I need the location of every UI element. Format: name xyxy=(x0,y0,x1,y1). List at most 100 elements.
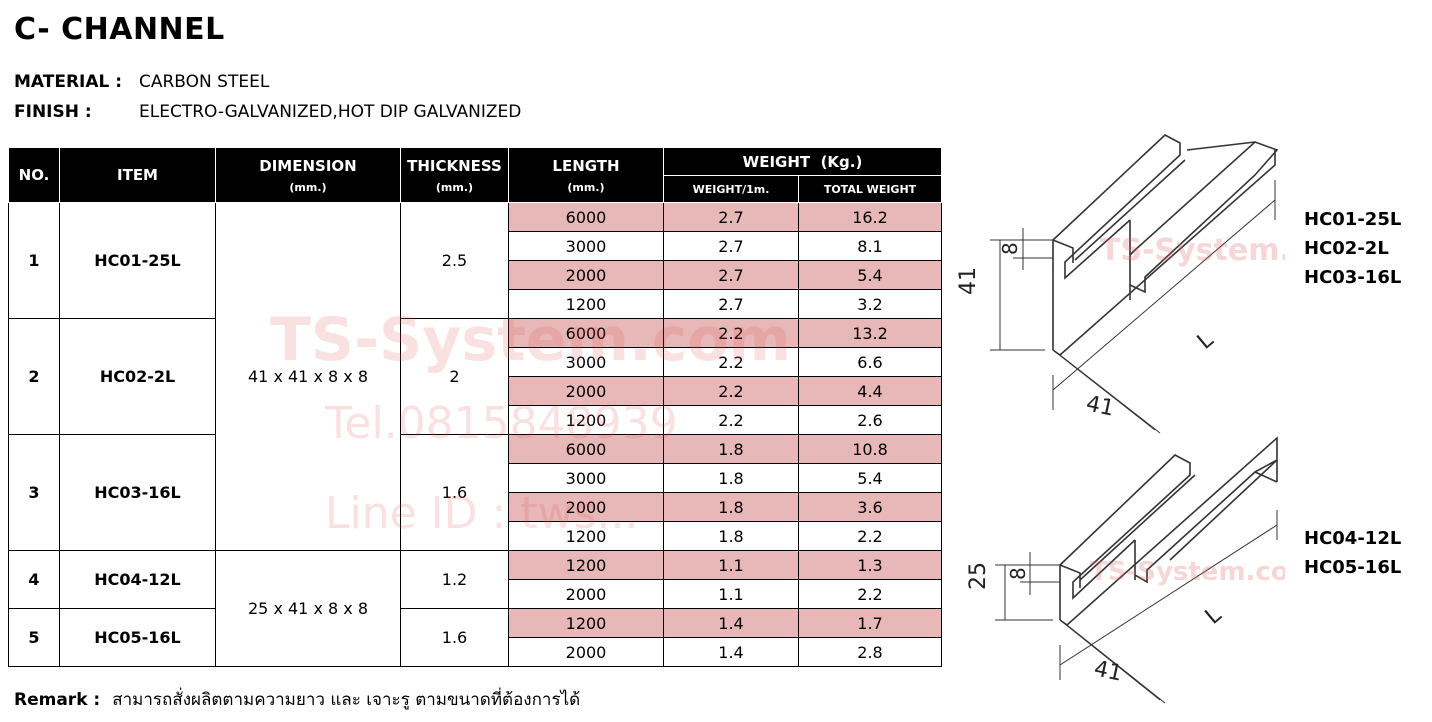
cell-weight-per-m: 1.8 xyxy=(663,434,799,464)
cell-length: 2000 xyxy=(508,376,664,406)
table-row: 3000 2.2 6.6 xyxy=(9,347,942,377)
cell-total-weight: 16.2 xyxy=(798,202,942,232)
header-length-label: LENGTH xyxy=(552,156,620,175)
code-label: HC01-25L xyxy=(1304,209,1402,230)
table-row: 5 HC05-16L 1.6 1200 1.4 1.7 xyxy=(8,608,942,667)
cell-length: 3000 xyxy=(508,231,664,261)
cell-total-weight: 5.4 xyxy=(798,260,942,290)
cell-length: 1200 xyxy=(508,289,664,319)
cell-item: HC02-2L xyxy=(59,318,216,435)
table-row: 3000 2.7 8.1 xyxy=(9,231,942,261)
cell-weight-per-m: 2.7 xyxy=(663,231,799,261)
channel-bottom-outline xyxy=(1059,436,1278,627)
table-row: 3 HC03-16L 1.6 6000 1.8 10.8 xyxy=(8,434,942,551)
code-label: HC04-12L xyxy=(1304,528,1402,549)
cell-total-weight: 3.6 xyxy=(798,492,942,522)
cell-length: 1200 xyxy=(508,405,664,435)
table-row: 1200 2.7 3.2 xyxy=(9,289,942,319)
drawing-watermark-top: TS-System.com xyxy=(1100,233,1285,268)
header-dimension: DIMENSION (mm.) xyxy=(215,147,401,203)
spec-table: NO. ITEM DIMENSION (mm.) THICKNESS (mm.)… xyxy=(8,147,942,667)
header-thickness: THICKNESS (mm.) xyxy=(400,147,509,203)
header-dimension-label: DIMENSION xyxy=(259,156,357,175)
table-row: 2000 2.2 4.4 xyxy=(9,376,942,406)
cell-total-weight: 2.6 xyxy=(798,405,942,435)
channel-bottom-dimensions xyxy=(995,510,1278,704)
cell-total-weight: 2.2 xyxy=(798,579,942,609)
finish-line: FINISH : ELECTRO-GALVANIZED,HOT DIP GALVA… xyxy=(14,102,521,122)
table-row: 2000 1.4 2.8 xyxy=(9,637,942,667)
cell-total-weight: 2.2 xyxy=(798,521,942,551)
table-row: 1200 2.2 2.6 xyxy=(9,405,942,435)
cell-length: 1200 xyxy=(508,608,664,638)
cell-length: 2000 xyxy=(508,260,664,290)
dim-top-lip: 8 xyxy=(998,242,1022,255)
c-channel-drawing: 41 8 41 L TS-System.com 25 8 41 L TS-Sys… xyxy=(956,134,1285,704)
cell-no: 3 xyxy=(8,434,60,551)
cell-weight-per-m: 2.2 xyxy=(663,376,799,406)
cell-weight-per-m: 2.7 xyxy=(663,260,799,290)
header-length: LENGTH (mm.) xyxy=(508,147,664,203)
dim-bottom-width: 41 xyxy=(1092,656,1125,686)
cell-length: 3000 xyxy=(508,463,664,493)
header-total-weight: TOTAL WEIGHT xyxy=(798,175,942,203)
material-value: CARBON STEEL xyxy=(139,72,270,92)
cell-weight-per-m: 1.1 xyxy=(663,550,799,580)
cell-total-weight: 5.4 xyxy=(798,463,942,493)
header-dimension-unit: (mm.) xyxy=(289,180,327,194)
bottom-codes-list: HC04-12L HC05-16L xyxy=(1304,524,1401,582)
remark-text: สามารถสั่งผลิตตามความยาว และ เจาะรู ตามข… xyxy=(112,690,581,710)
cell-total-weight: 8.1 xyxy=(798,231,942,261)
dim-bottom-height: 25 xyxy=(966,562,991,590)
remark-label: Remark : xyxy=(14,690,101,710)
cell-total-weight: 6.6 xyxy=(798,347,942,377)
cell-length: 2000 xyxy=(508,579,664,609)
header-weight: WEIGHT (Kg.) xyxy=(663,147,942,176)
header-no: NO. xyxy=(8,147,60,203)
finish-label: FINISH : xyxy=(14,102,92,122)
cell-length: 3000 xyxy=(508,347,664,377)
cell-thickness: 1.6 xyxy=(400,434,509,551)
cell-item: HC05-16L xyxy=(59,608,216,667)
channel-top-dimensions xyxy=(990,180,1276,434)
remark: Remark : สามารถสั่งผลิตตามความยาว และ เจา… xyxy=(14,686,580,713)
cell-no: 5 xyxy=(8,608,60,667)
cell-length: 2000 xyxy=(508,637,664,667)
cell-total-weight: 2.8 xyxy=(798,637,942,667)
cell-weight-per-m: 2.7 xyxy=(663,202,799,232)
cell-total-weight: 1.3 xyxy=(798,550,942,580)
cell-total-weight: 4.4 xyxy=(798,376,942,406)
cell-item: HC01-25L xyxy=(59,202,216,319)
cell-length: 6000 xyxy=(508,318,664,348)
cell-thickness: 2.5 xyxy=(400,202,509,319)
page-title: C- CHANNEL xyxy=(14,12,225,47)
cell-item: HC03-16L xyxy=(59,434,216,551)
code-label: HC02-2L xyxy=(1304,238,1389,259)
dim-top-width: 41 xyxy=(1084,391,1117,421)
cell-dimension: 41 x 41 x 8 x 8 xyxy=(215,202,401,551)
cell-weight-per-m: 1.8 xyxy=(663,463,799,493)
cell-weight-per-m: 2.2 xyxy=(663,318,799,348)
cell-length: 1200 xyxy=(508,521,664,551)
header-item: ITEM xyxy=(59,147,216,203)
table-row: 1 HC01-25L 41 x 41 x 8 x 8 2.5 6000 2.7 16.2 xyxy=(8,202,942,551)
dim-bottom-length: L xyxy=(1201,602,1227,630)
cell-length: 1200 xyxy=(508,550,664,580)
header-length-unit: (mm.) xyxy=(567,180,605,194)
cell-thickness: 1.6 xyxy=(400,608,509,667)
cell-weight-per-m: 1.4 xyxy=(663,637,799,667)
cell-no: 1 xyxy=(8,202,60,319)
dim-top-height: 41 xyxy=(956,267,981,295)
table-row: 4 HC04-12L 25 x 41 x 8 x 8 1.2 1200 1.1 1.3 xyxy=(8,550,942,667)
cell-dimension: 25 x 41 x 8 x 8 xyxy=(215,550,401,667)
table-row: 2 HC02-2L 2 6000 2.2 13.2 xyxy=(8,318,942,435)
cell-no: 4 xyxy=(8,550,60,609)
cell-weight-per-m: 1.8 xyxy=(663,521,799,551)
cell-weight-per-m: 1.8 xyxy=(663,492,799,522)
drawing-watermark-bottom: TS-System.com xyxy=(1090,557,1285,587)
cell-total-weight: 3.2 xyxy=(798,289,942,319)
cell-weight-per-m: 2.2 xyxy=(663,347,799,377)
cell-total-weight: 10.8 xyxy=(798,434,942,464)
code-label: HC05-16L xyxy=(1304,557,1402,578)
code-label: HC03-16L xyxy=(1304,267,1402,288)
